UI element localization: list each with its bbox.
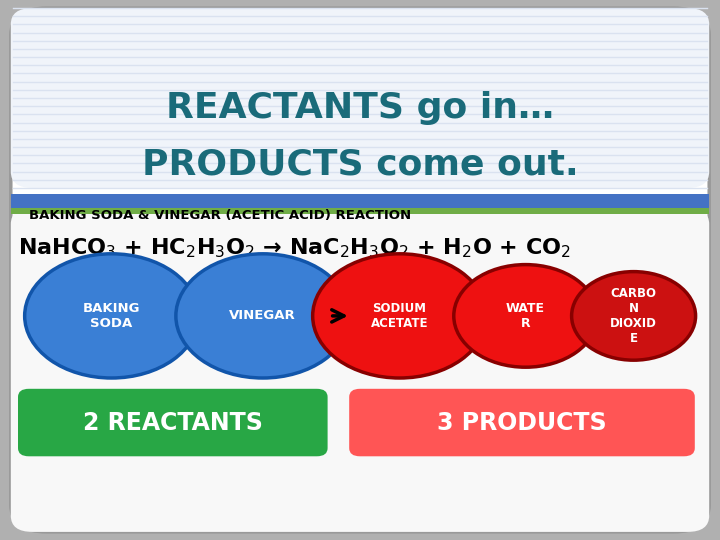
Text: SODIUM
ACETATE: SODIUM ACETATE [371, 302, 428, 330]
FancyBboxPatch shape [11, 8, 709, 188]
Bar [11, 194, 709, 208]
Text: BAKING
SODA: BAKING SODA [83, 302, 140, 330]
Ellipse shape [176, 254, 350, 378]
Text: 3 PRODUCTS: 3 PRODUCTS [437, 410, 607, 435]
Text: BAKING SODA & VINEGAR (ACETIC ACID) REACTION: BAKING SODA & VINEGAR (ACETIC ACID) REAC… [29, 210, 411, 222]
Text: 2 REACTANTS: 2 REACTANTS [83, 410, 263, 435]
Text: CARBO
N
DIOXID
E: CARBO N DIOXID E [610, 287, 657, 345]
Text: WATE
R: WATE R [506, 302, 545, 330]
Ellipse shape [454, 265, 598, 367]
FancyBboxPatch shape [18, 389, 328, 456]
Text: VINEGAR: VINEGAR [230, 309, 296, 322]
Ellipse shape [572, 272, 696, 360]
Ellipse shape [312, 254, 487, 378]
Text: NaHCO$_3$ + HC$_2$H$_3$O$_2$ → NaC$_2$H$_3$O$_2$ + H$_2$O + CO$_2$: NaHCO$_3$ + HC$_2$H$_3$O$_2$ → NaC$_2$H$… [18, 237, 571, 260]
FancyBboxPatch shape [349, 389, 695, 456]
Bar [11, 208, 709, 214]
FancyBboxPatch shape [11, 208, 709, 532]
Ellipse shape [24, 254, 199, 378]
Text: PRODUCTS come out.: PRODUCTS come out. [142, 148, 578, 181]
Text: REACTANTS go in…: REACTANTS go in… [166, 91, 554, 125]
FancyBboxPatch shape [11, 8, 709, 532]
